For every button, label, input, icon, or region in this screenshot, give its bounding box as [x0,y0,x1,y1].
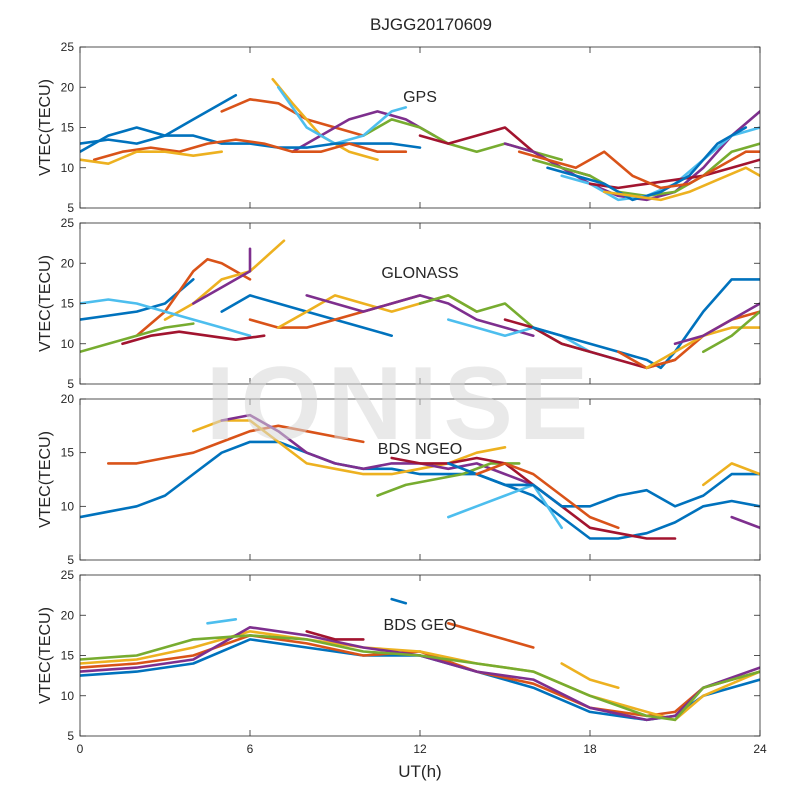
panel-label: BDS GEO [384,617,457,634]
figure-title: BJGG20170609 [370,15,492,34]
panel-0: 5 10 15 20 25 VTEC(TECU) GPS [37,40,761,215]
series-line [291,110,436,153]
x-tick-label: 24 [753,742,767,756]
y-tick-label: 10 [61,337,75,351]
series-group [80,413,760,540]
series-line [376,462,521,497]
y-tick-label: 20 [61,80,75,94]
series-group [80,597,760,722]
series-line [192,247,252,305]
series-line [702,310,760,354]
y-tick-label: 5 [67,201,74,215]
series-line [702,462,760,487]
series-line [277,86,408,145]
y-tick-label: 25 [61,568,75,582]
y-tick-label: 15 [61,649,75,663]
series-line [80,626,760,722]
series-line [546,126,748,202]
y-tick-label: 15 [61,446,75,460]
y-axis-label: VTEC(TECU) [37,431,54,528]
x-tick-label: 6 [247,742,254,756]
plot-area [80,399,760,560]
series-line [305,630,365,641]
series-line [730,515,760,530]
series-line [80,440,760,540]
series-line [602,166,760,202]
y-axis-label: VTEC(TECU) [37,255,54,352]
y-tick-label: 5 [67,729,74,743]
series-line [80,322,195,354]
y-tick-label: 5 [67,553,74,567]
y-tick-label: 25 [61,40,75,54]
panels: 5 10 15 20 25 VTEC(TECU) GPS 5 10 15 20 25 VTEC(TECU… [37,40,767,781]
y-tick-label: 5 [67,377,74,391]
y-tick-label: 20 [61,392,75,406]
panel-label: BDS NGEO [378,441,462,458]
series-line [560,662,620,689]
y-axis-label: VTEC(TECU) [37,607,54,704]
panel-label: GLONASS [381,265,458,282]
series-line [517,150,760,190]
y-tick-label: 10 [61,499,75,513]
series-line [305,294,535,337]
series-line [80,634,760,722]
y-tick-label: 20 [61,256,75,270]
series-line [92,138,408,161]
series-group [80,77,760,202]
y-tick-label: 15 [61,121,75,135]
y-tick-label: 25 [61,216,75,230]
x-tick-label: 0 [77,742,84,756]
y-tick-label: 10 [61,161,75,175]
series-line [80,150,223,165]
x-tick-label: 12 [413,742,427,756]
series-line [588,158,760,190]
series-line [135,257,252,337]
series-group [80,239,760,370]
panel-1: 5 10 15 20 25 VTEC(TECU) GLONASS [37,216,761,391]
series-line [673,302,760,346]
panel-2: 5 10 15 20 VTEC(TECU) BDS NGEO [37,392,761,567]
series-line [206,618,238,625]
panel-3: 0 6 12 18 24 5 10 15 20 25 VTEC(TECU) BDS GEO UT(h) [37,568,767,781]
series-line [475,462,620,530]
series-line [390,597,408,605]
series-line [80,634,760,718]
series-line [163,239,286,321]
x-tick-label: 18 [583,742,597,756]
series-line [447,462,760,508]
series-line [447,483,563,530]
series-line [80,298,252,337]
y-tick-label: 15 [61,297,75,311]
y-tick-label: 10 [61,689,75,703]
series-line [220,98,365,137]
x-axis-label: UT(h) [398,762,441,781]
series-line [447,622,535,649]
y-tick-label: 20 [61,608,75,622]
series-line [220,413,535,487]
series-line [80,278,195,321]
series-line [121,330,266,346]
panel-label: GPS [403,89,437,106]
y-axis-label: VTEC(TECU) [37,79,54,176]
series-line [80,134,422,149]
series-line [107,424,365,465]
